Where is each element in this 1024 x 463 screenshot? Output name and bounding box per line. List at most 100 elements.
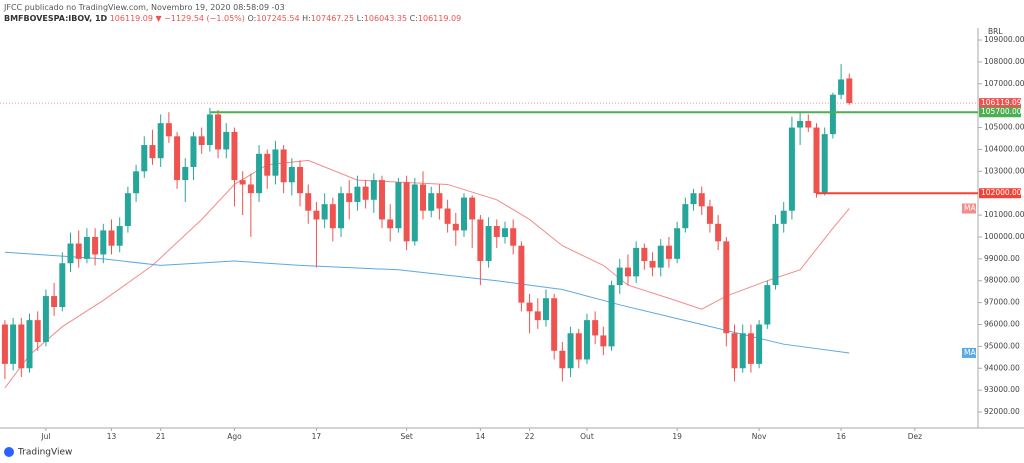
last-price-tag-text: 106119.09 (981, 98, 1022, 107)
level-tag-bg (979, 188, 1021, 199)
candle-body (723, 241, 730, 334)
candle-body (354, 186, 361, 202)
candle-body (92, 236, 99, 255)
candle-body (239, 180, 246, 185)
candle-body (346, 193, 353, 202)
candle-body (477, 219, 484, 262)
candle-body (174, 136, 181, 181)
ma-tag-text: MA (964, 348, 976, 357)
level-tag: 102000.00 (979, 188, 1022, 199)
candle-body (18, 324, 25, 369)
ma-tag: MA (962, 203, 976, 214)
candle-body (395, 182, 402, 229)
ma-tag-bg (962, 347, 976, 358)
candle-body (682, 204, 689, 229)
candle-body (165, 123, 172, 137)
candle-body (42, 296, 49, 343)
candle-body (624, 267, 631, 277)
x-tick-label: Nov (752, 432, 767, 441)
x-tick-label: Jul (40, 432, 50, 441)
candle-body (428, 193, 435, 211)
candle-body (469, 197, 476, 220)
candle-body (67, 243, 74, 264)
level-tag-text: 102000.00 (981, 188, 1022, 197)
candle-body (641, 247, 648, 262)
y-tick-label: 108000.00 (984, 57, 1024, 66)
candle-body (223, 131, 230, 150)
candle-body (108, 230, 115, 246)
symbol-line: BMFBOVESPA:IBOV, 1D 106119.09 ▼ −1129.54… (4, 13, 461, 24)
x-tick-label: Set (400, 432, 412, 441)
candle-body (370, 180, 377, 200)
candle-body (534, 311, 541, 321)
candle-body (706, 206, 713, 224)
candle-body (493, 226, 500, 237)
candle-body (772, 223, 779, 286)
candle-body (387, 219, 394, 229)
o-label: O: (247, 14, 257, 23)
x-tick-label: 17 (312, 432, 322, 441)
currency-label: BRL (988, 27, 1003, 36)
candle-body (34, 320, 41, 343)
candle-body (133, 171, 140, 194)
x-tick-label: 16 (836, 432, 846, 441)
candle-body (460, 197, 467, 231)
candle-body (75, 243, 82, 259)
level-tag-text: 105700.00 (981, 107, 1022, 116)
last-price: 106119.09 (109, 14, 153, 23)
candle-body (420, 184, 427, 211)
y-tick-label: 99000.00 (984, 254, 1020, 263)
y-tick-label: 109000.00 (984, 35, 1024, 44)
candle-body (10, 324, 17, 364)
h-label: H: (302, 14, 311, 23)
candle-body (362, 186, 369, 200)
candle-body (616, 267, 623, 286)
y-tick-label: 95000.00 (984, 341, 1020, 350)
candle-body (51, 296, 58, 307)
level-tag: 105700.00 (979, 107, 1022, 118)
candle-body (149, 145, 156, 159)
candle-body (829, 94, 836, 135)
y-tick-label: 105000.00 (984, 123, 1024, 132)
candle-body (100, 230, 107, 255)
candle-body (756, 324, 763, 364)
y-tick-label: 97000.00 (984, 298, 1020, 307)
last-price-tag: 106119.09 (979, 98, 1022, 109)
candle-body (247, 184, 254, 194)
candle-body (747, 333, 754, 364)
candle-body (715, 223, 722, 242)
candle-body (633, 247, 640, 277)
change: ▼ −1129.54 (−1.05%) (155, 14, 245, 23)
candle-body (182, 166, 189, 181)
c-value: 106119.09 (417, 14, 462, 23)
candle-body (813, 127, 820, 194)
logo-icon (4, 447, 14, 457)
candle-body (551, 298, 558, 351)
ma-tag-bg (962, 203, 976, 214)
header: JFCC publicado no TradingView.com, Novem… (4, 2, 461, 24)
x-tick-label: 14 (476, 432, 486, 441)
candle-body (649, 261, 656, 268)
candle-body (665, 245, 672, 259)
candle-body (567, 333, 574, 369)
x-tick-label: Out (580, 432, 594, 441)
candle-body (764, 285, 771, 325)
candle-body (518, 245, 525, 303)
x-tick-label: 21 (156, 432, 166, 441)
candle-body (608, 285, 615, 347)
candle-body (436, 193, 443, 209)
candle-body (141, 145, 148, 172)
candle-body (313, 210, 320, 220)
candle-body (215, 114, 222, 150)
candle-body (452, 223, 459, 231)
candle-body (690, 193, 697, 205)
l-label: L: (356, 14, 364, 23)
y-tick-label: 100000.00 (984, 232, 1024, 241)
candle-body (411, 184, 418, 242)
candle-body (338, 193, 345, 229)
h-value: 107467.25 (310, 14, 355, 23)
candle-body (575, 333, 582, 360)
candle-body (83, 236, 90, 259)
y-tick-label: 107000.00 (984, 79, 1024, 88)
footer-logo: TradingView (4, 447, 72, 458)
